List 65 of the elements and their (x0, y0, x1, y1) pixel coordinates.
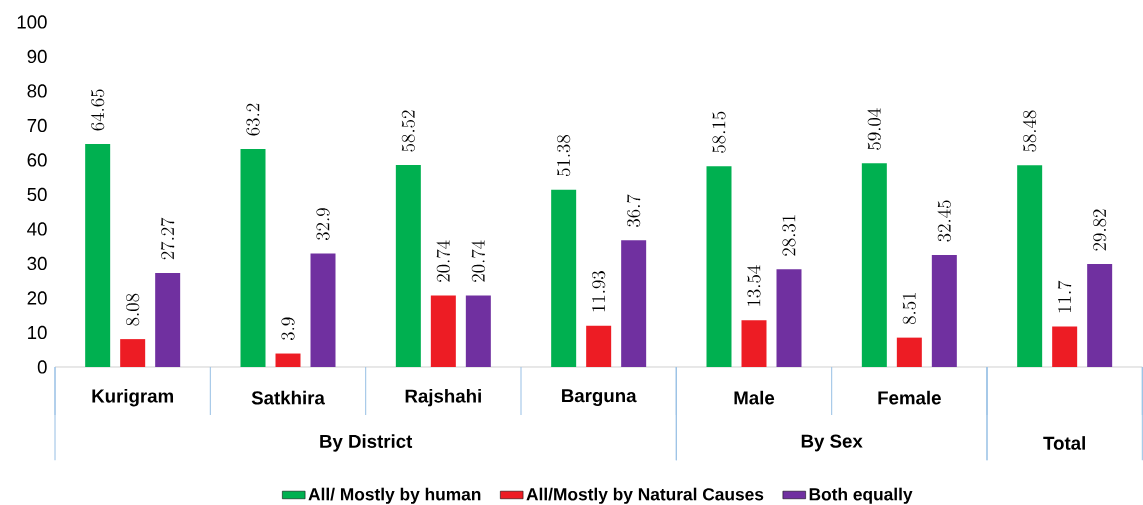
bar (621, 240, 647, 367)
y-tick-label: 50 (27, 187, 47, 202)
bar (1087, 264, 1113, 367)
data-label: 51 .38 (557, 135, 571, 177)
bar (551, 189, 577, 367)
text: By District (320, 434, 413, 452)
bar (275, 353, 301, 367)
bar (465, 295, 491, 367)
y-tick-label: 30 (27, 256, 47, 271)
legend-label: All/ Mostly by human (308, 487, 481, 504)
y-tick-label: 60 (27, 153, 47, 167)
data-label: 63.2 (246, 103, 260, 136)
x-tick-label: Male (734, 390, 775, 405)
data-label: 20.74 (436, 240, 450, 282)
data-label: 58.52 (401, 110, 415, 152)
data-label: 58.48 (1022, 110, 1037, 152)
text: By Sex (801, 434, 863, 452)
bar (240, 148, 266, 367)
data-label: 36.7 (626, 194, 641, 227)
y-tick-label: 10 (28, 325, 47, 340)
bar (931, 255, 957, 367)
bar (310, 253, 336, 367)
legend-label: All/Mostly by Natural Causes (526, 487, 764, 504)
bar (85, 143, 111, 367)
y-tick-label: 40 (27, 222, 47, 236)
data-label: 3.9 (281, 317, 295, 341)
bar (706, 166, 732, 367)
bar (120, 339, 146, 367)
data-label: 28.31 (782, 215, 796, 256)
data-label: 8.51 (902, 293, 916, 325)
data-label: 29.82 (1093, 209, 1107, 251)
bar (861, 163, 887, 367)
text: Total (1043, 436, 1085, 450)
x-tick-label: Satkhira (251, 390, 325, 405)
data-label: 13.54 (747, 265, 761, 306)
bar (395, 165, 421, 367)
y-tick-label: 80 (27, 84, 47, 98)
bar (155, 272, 181, 367)
y-tick-label: 70 (27, 118, 47, 133)
x-tick-label: Barguna (562, 389, 637, 407)
data-label: 64.65 (90, 89, 105, 131)
bar (741, 320, 767, 367)
data-label: 27.27 (160, 217, 175, 260)
data-label: 11 .7 (1057, 280, 1072, 313)
legend-label: Both equally (809, 487, 913, 504)
bar (776, 269, 802, 367)
data-label: 11 .93 (592, 271, 606, 312)
x-tick-label: Kurigram (92, 388, 174, 407)
x-tick-label: Female (878, 390, 941, 405)
bar (586, 325, 612, 367)
data-label: 59.04 (867, 108, 881, 150)
y-tick-label: 90 (27, 49, 47, 64)
data-label: 20.74 (471, 240, 485, 282)
y-tick-label: 100 (17, 15, 47, 29)
bar (430, 295, 456, 367)
data-label: 32.9 (316, 208, 330, 240)
data-label: 8.08 (126, 293, 140, 326)
bar (1017, 165, 1043, 367)
y-tick-label: 0 (37, 360, 47, 374)
bar (896, 337, 922, 367)
y-tick-label: 20 (27, 291, 47, 305)
data-label: 32.45 (937, 200, 951, 242)
bar (1052, 326, 1078, 367)
x-tick-label: Rajshahi (405, 388, 481, 407)
data-label: 58. 15 (712, 111, 726, 153)
